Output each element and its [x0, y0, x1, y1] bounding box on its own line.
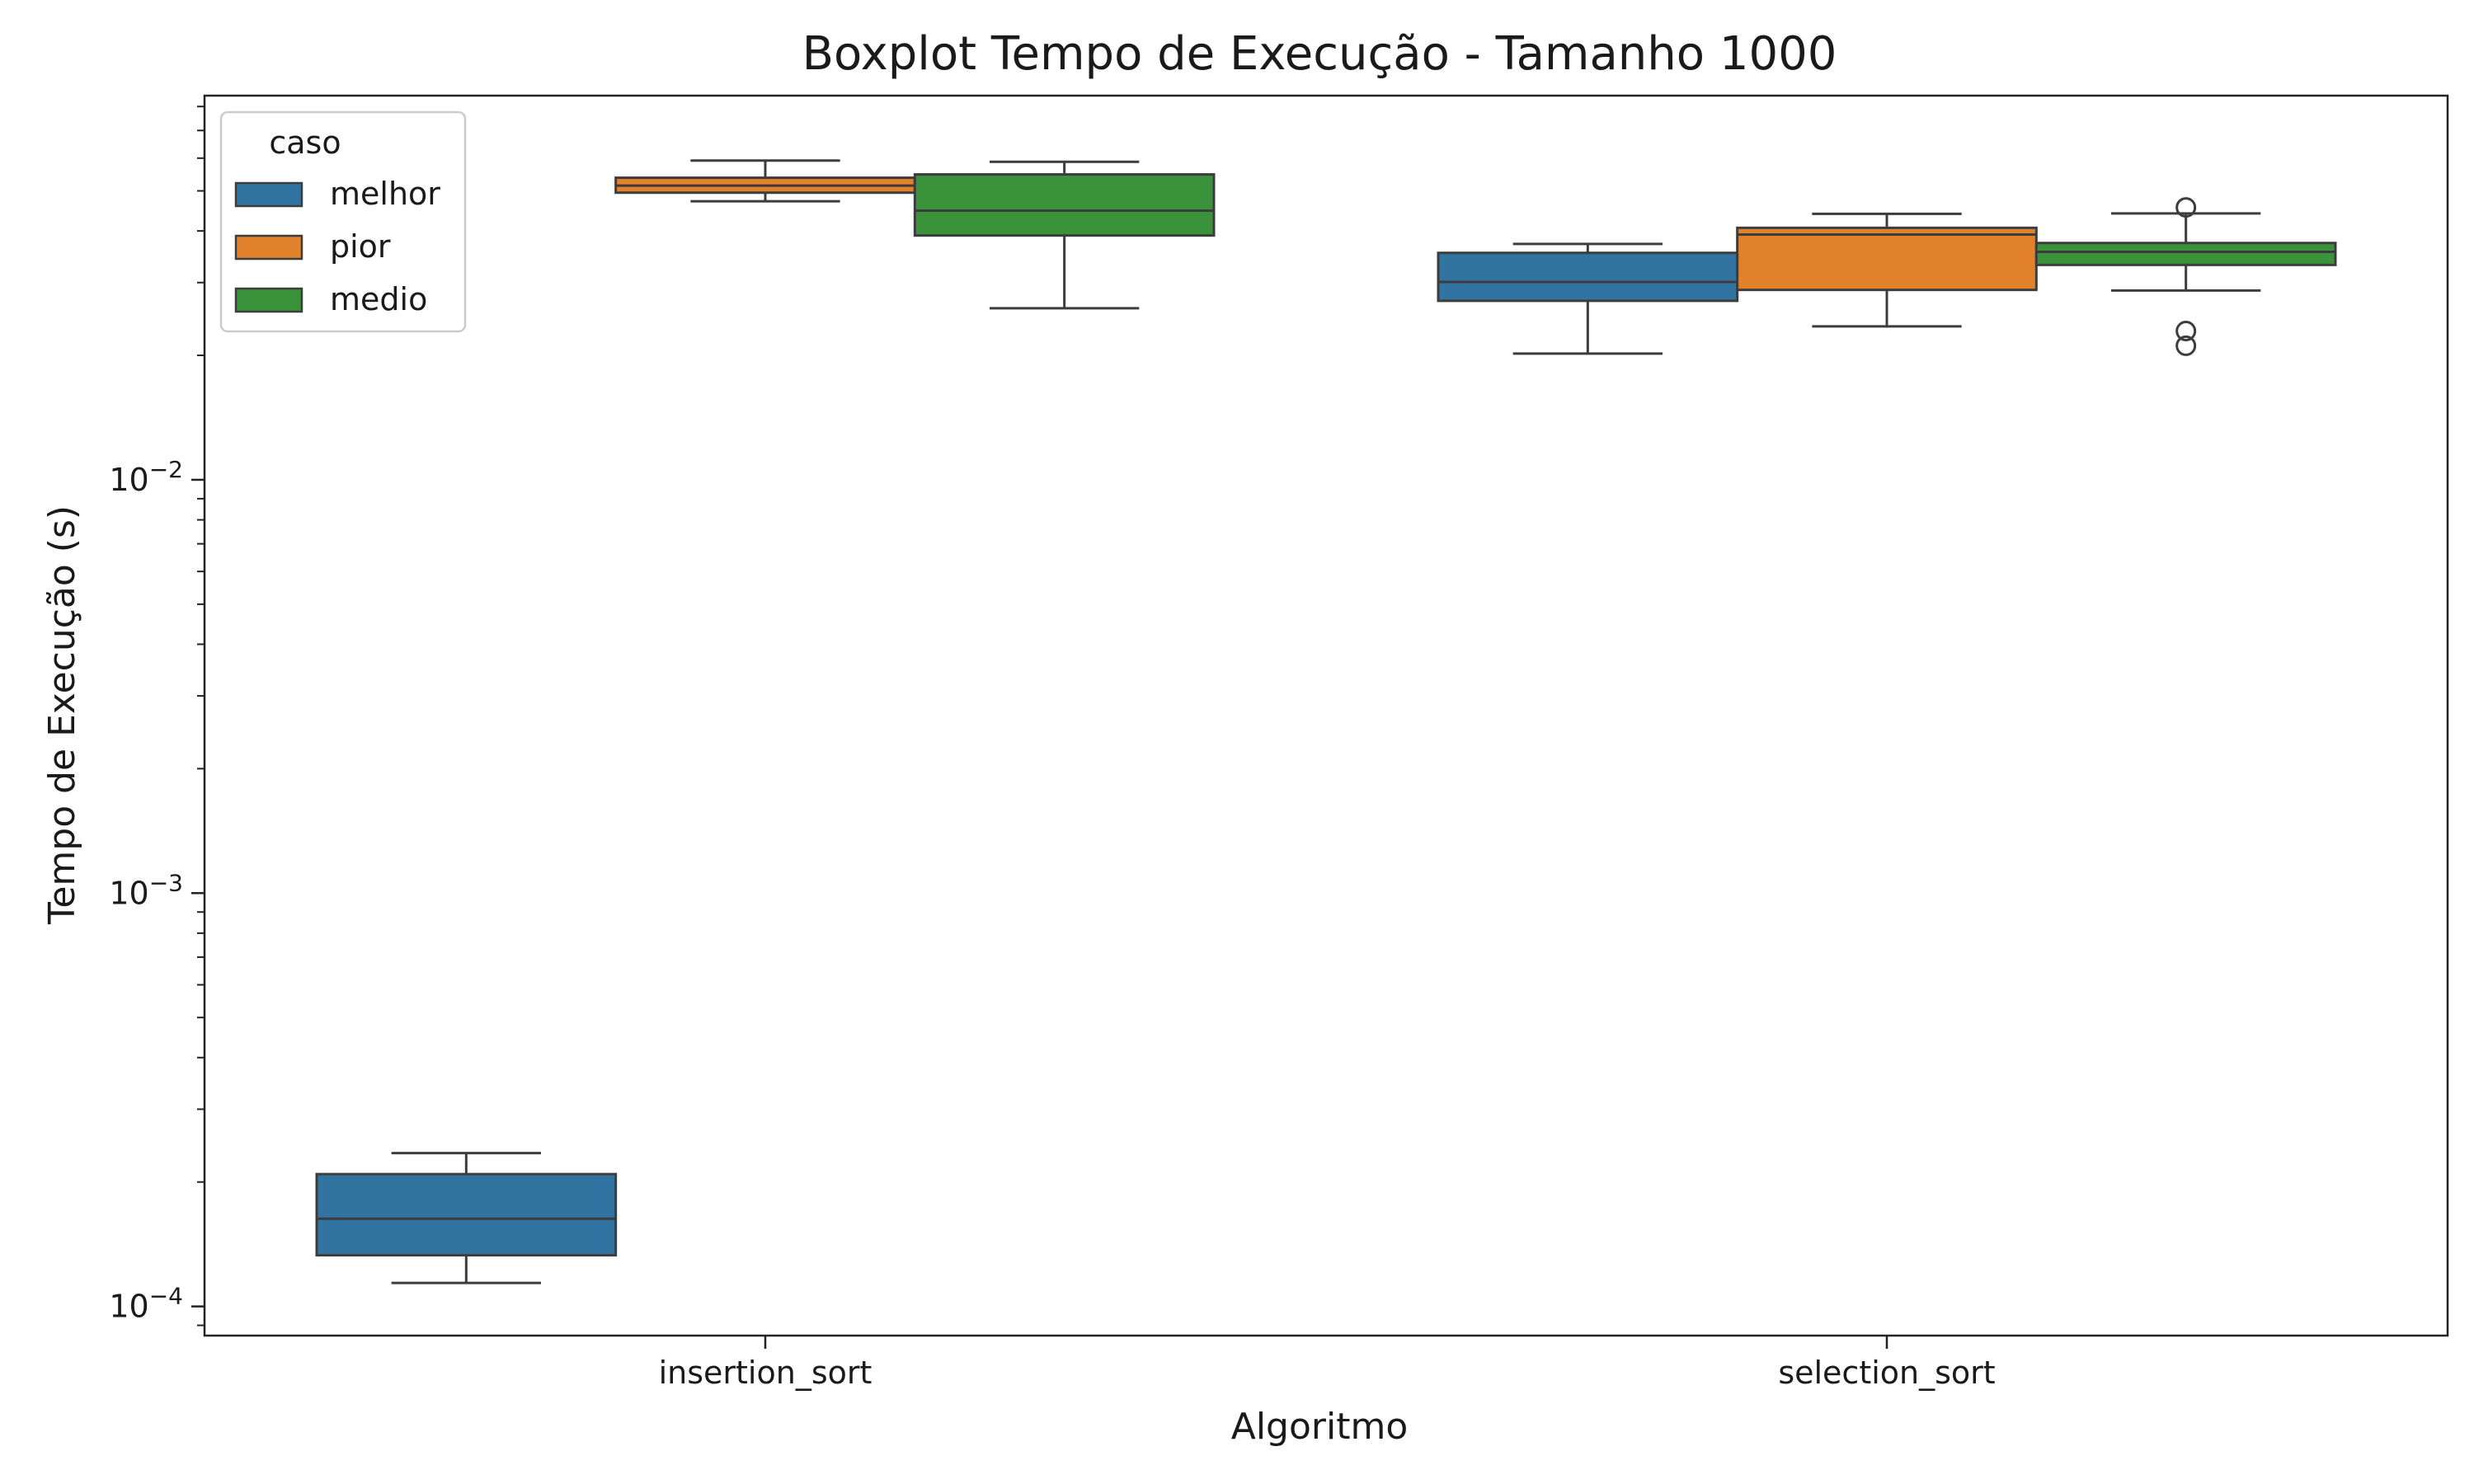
- chart-title: Boxplot Tempo de Execução - Tamanho 1000: [802, 27, 1837, 81]
- legend: caso melhor pior medio: [219, 110, 467, 333]
- box-body: [1736, 226, 2038, 292]
- box-melhor-insertion_sort: [315, 1152, 618, 1284]
- legend-label-pior: pior: [330, 228, 391, 265]
- plot-area: 10−2 10−3 10−4 insertion_sort selection_sort: [109, 94, 2449, 1391]
- x-axis-label: Algoritmo: [1231, 1406, 1409, 1448]
- box-body: [2034, 242, 2337, 266]
- box-medio-selection_sort: [2034, 197, 2337, 356]
- outlier-point: [2175, 197, 2197, 218]
- legend-label-melhor: melhor: [330, 176, 440, 212]
- plot-frame: [203, 94, 2449, 1337]
- box-body: [315, 1172, 618, 1257]
- box-body: [913, 173, 1216, 237]
- x-tick-label-insertion_sort: insertion_sort: [659, 1355, 872, 1391]
- y-axis-label: Tempo de Execução (s): [41, 505, 83, 925]
- y-tick-label: 10−2: [109, 456, 183, 498]
- x-tick-label-selection_sort: selection_sort: [1778, 1355, 1995, 1391]
- box-melhor-selection_sort: [1437, 242, 1739, 355]
- legend-title: caso: [269, 124, 341, 161]
- y-tick-label: 10−3: [109, 869, 183, 911]
- legend-swatch-melhor: [234, 181, 303, 208]
- outlier-point: [2175, 335, 2197, 356]
- legend-swatch-pior: [234, 234, 303, 261]
- legend-label-medio: medio: [330, 281, 427, 317]
- outlier-point: [2175, 321, 2197, 342]
- y-tick-label: 10−4: [109, 1283, 183, 1325]
- box-body: [1437, 251, 1739, 303]
- box-pior-selection_sort: [1736, 212, 2038, 328]
- box-pior-insertion_sort: [614, 159, 916, 203]
- box-medio-insertion_sort: [913, 160, 1216, 310]
- legend-frame: [219, 110, 467, 333]
- legend-swatch-medio: [234, 287, 303, 313]
